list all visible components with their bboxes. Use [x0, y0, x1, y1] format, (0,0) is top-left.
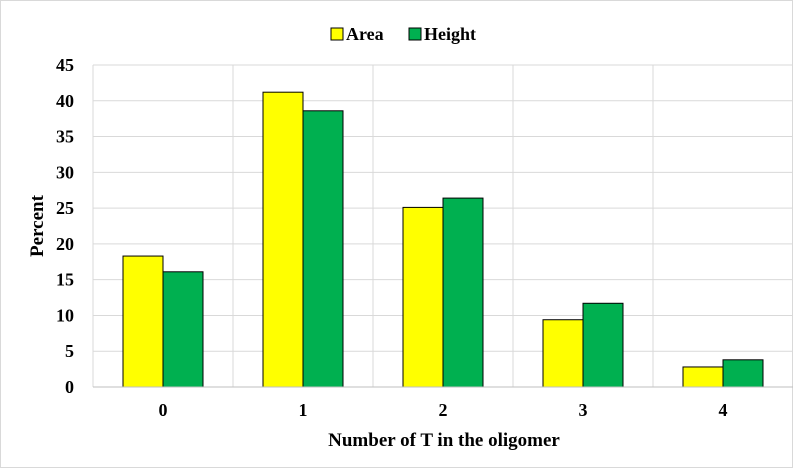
- bar-area-4: [682, 366, 724, 388]
- bar-height-4: [722, 359, 764, 388]
- x-tick-label: 3: [579, 400, 588, 420]
- y-tick-label: 35: [56, 127, 74, 147]
- x-tick-label: 1: [299, 400, 308, 420]
- bar-height-2: [442, 197, 484, 388]
- bar-area-1: [262, 91, 304, 388]
- legend-label-height: Height: [424, 24, 476, 44]
- legend-swatch-area: [330, 27, 344, 41]
- x-axis-title: Number of T in the oligomer: [328, 430, 560, 451]
- y-axis-title: Percent: [27, 194, 48, 257]
- y-tick-label: 30: [56, 162, 74, 182]
- x-tick-label: 4: [719, 400, 728, 420]
- bar-height-0: [162, 271, 204, 388]
- legend: Area Height: [330, 24, 476, 44]
- bar-height-3: [582, 302, 624, 388]
- bar-area-0: [122, 255, 164, 388]
- y-tick-label: 40: [56, 91, 74, 111]
- bars: [122, 91, 764, 388]
- gridlines: [92, 64, 793, 387]
- y-tick-label: 45: [56, 55, 74, 75]
- y-tick-label: 15: [56, 270, 74, 290]
- bar-height-1: [302, 110, 344, 388]
- legend-label-area: Area: [346, 24, 384, 44]
- bar-area-3: [542, 319, 584, 388]
- x-tick-label: 0: [159, 400, 168, 420]
- legend-swatch-height: [408, 27, 422, 41]
- y-tick-labels: 0 5 10 15 20 25 30 35 40 45: [56, 55, 74, 397]
- y-tick-label: 10: [56, 305, 74, 325]
- x-tick-label: 2: [439, 400, 448, 420]
- y-tick-label: 20: [56, 234, 74, 254]
- y-tick-label: 25: [56, 198, 74, 218]
- x-tick-labels: 0 1 2 3 4: [159, 400, 728, 420]
- bar-area-2: [402, 206, 444, 388]
- y-tick-label: 0: [65, 377, 74, 397]
- y-tick-label: 5: [65, 341, 74, 361]
